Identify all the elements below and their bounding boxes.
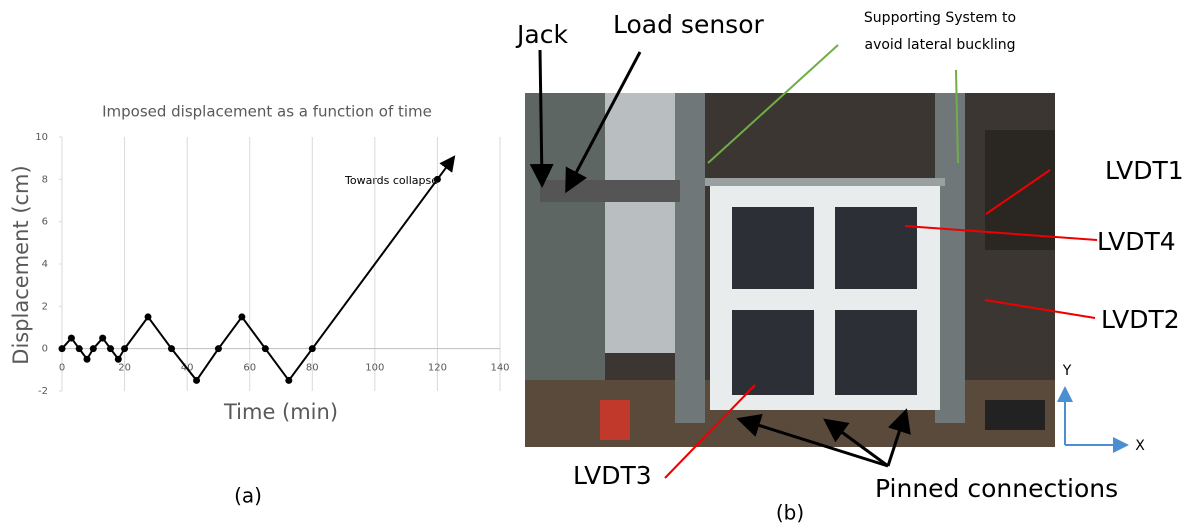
label: LVDT1: [1105, 156, 1184, 185]
label: Supporting System to: [864, 10, 1016, 26]
y-tick-label: 6: [42, 217, 48, 228]
x-axis-label: Time (min): [223, 400, 338, 424]
marker: [309, 345, 316, 352]
y-tick-label: 0: [42, 344, 48, 355]
y-tick-label: 2: [42, 301, 48, 312]
x-tick-label: 140: [490, 363, 509, 374]
caption: (b): [776, 501, 804, 525]
label: Y: [1062, 363, 1072, 379]
y-axis-label: Displacement (cm): [9, 165, 33, 364]
figure: Imposed displacement as a function of ti…: [0, 0, 1195, 528]
chart: Imposed displacement as a function of ti…: [9, 103, 510, 425]
y-tick-label: 10: [35, 132, 48, 143]
chart-title: Imposed displacement as a function of ti…: [102, 103, 432, 121]
label: LVDT4: [1097, 227, 1176, 256]
annotation: Towards collapse: [344, 174, 438, 187]
label: Load sensor: [613, 10, 764, 39]
photo: [525, 93, 1055, 447]
x-tick-label: 100: [365, 363, 384, 374]
marker: [434, 176, 441, 183]
label: LVDT2: [1101, 305, 1180, 334]
marker: [262, 345, 269, 352]
label: Pinned connections: [875, 474, 1118, 503]
caption: (a): [234, 484, 262, 508]
x-tick-label: 120: [428, 363, 447, 374]
arrow: [437, 158, 452, 179]
marker: [68, 335, 75, 342]
y-tick-label: 4: [42, 259, 48, 270]
marker: [107, 345, 114, 352]
marker: [145, 313, 152, 320]
marker: [59, 345, 66, 352]
marker: [84, 356, 91, 363]
label: Jack: [515, 20, 568, 49]
marker: [193, 377, 200, 384]
x-tick-label: 0: [59, 363, 65, 374]
marker: [99, 335, 106, 342]
label: avoid lateral buckling: [864, 37, 1015, 53]
marker: [238, 313, 245, 320]
marker: [115, 356, 122, 363]
y-tick-label: 8: [42, 174, 48, 185]
marker: [215, 345, 222, 352]
marker: [168, 345, 175, 352]
marker: [285, 377, 292, 384]
x-tick-label: 80: [306, 363, 319, 374]
marker: [76, 345, 83, 352]
label: X: [1135, 438, 1145, 454]
y-tick-label: -2: [38, 386, 48, 397]
label: LVDT3: [573, 461, 652, 490]
marker: [90, 345, 97, 352]
marker: [121, 345, 128, 352]
x-tick-label: 60: [243, 363, 256, 374]
x-tick-label: 20: [118, 363, 131, 374]
